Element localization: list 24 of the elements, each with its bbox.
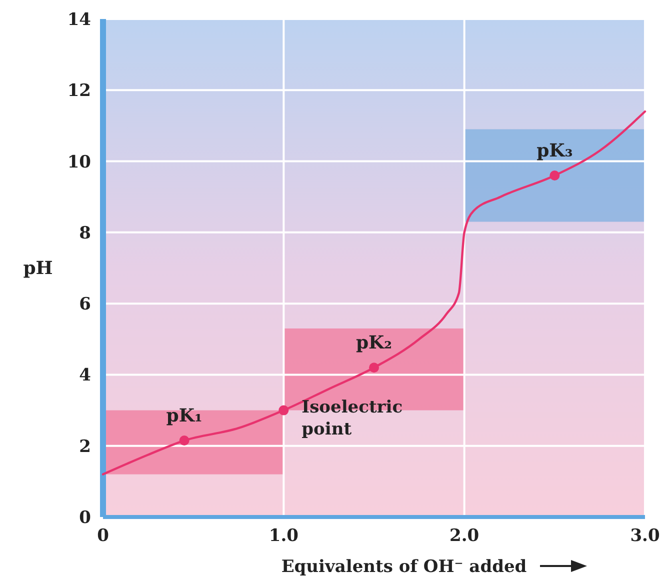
annotation: pK₂ xyxy=(356,332,392,354)
y-tick-label: 6 xyxy=(79,294,91,315)
x-tick-label: 2.0 xyxy=(450,526,480,546)
y-tick-label: 4 xyxy=(79,366,92,386)
y-axis-title: pH xyxy=(23,258,53,279)
x-tick-label: 0 xyxy=(97,526,110,546)
line-series xyxy=(102,110,646,476)
y-tick-label: 14 xyxy=(67,10,92,30)
x-tick-label: 3.0 xyxy=(630,526,660,546)
bar xyxy=(464,129,645,222)
y-tick-label: 12 xyxy=(67,81,91,102)
point xyxy=(550,170,560,181)
annotation: Isoelectric point xyxy=(302,397,403,440)
annotation: pK₃ xyxy=(536,140,573,162)
y-tick-label: 8 xyxy=(79,223,91,244)
y-tick-label: 2 xyxy=(79,436,91,457)
x-tick-label: 1.0 xyxy=(268,526,299,546)
x-axis-title: Equivalents of OH⁻ added xyxy=(281,557,527,577)
y-tick-label: 0 xyxy=(79,508,92,528)
point xyxy=(179,436,190,446)
annotation: pK₁ xyxy=(166,406,202,427)
y-tick-label: 10 xyxy=(67,152,92,172)
point xyxy=(278,405,289,416)
point xyxy=(369,362,379,373)
